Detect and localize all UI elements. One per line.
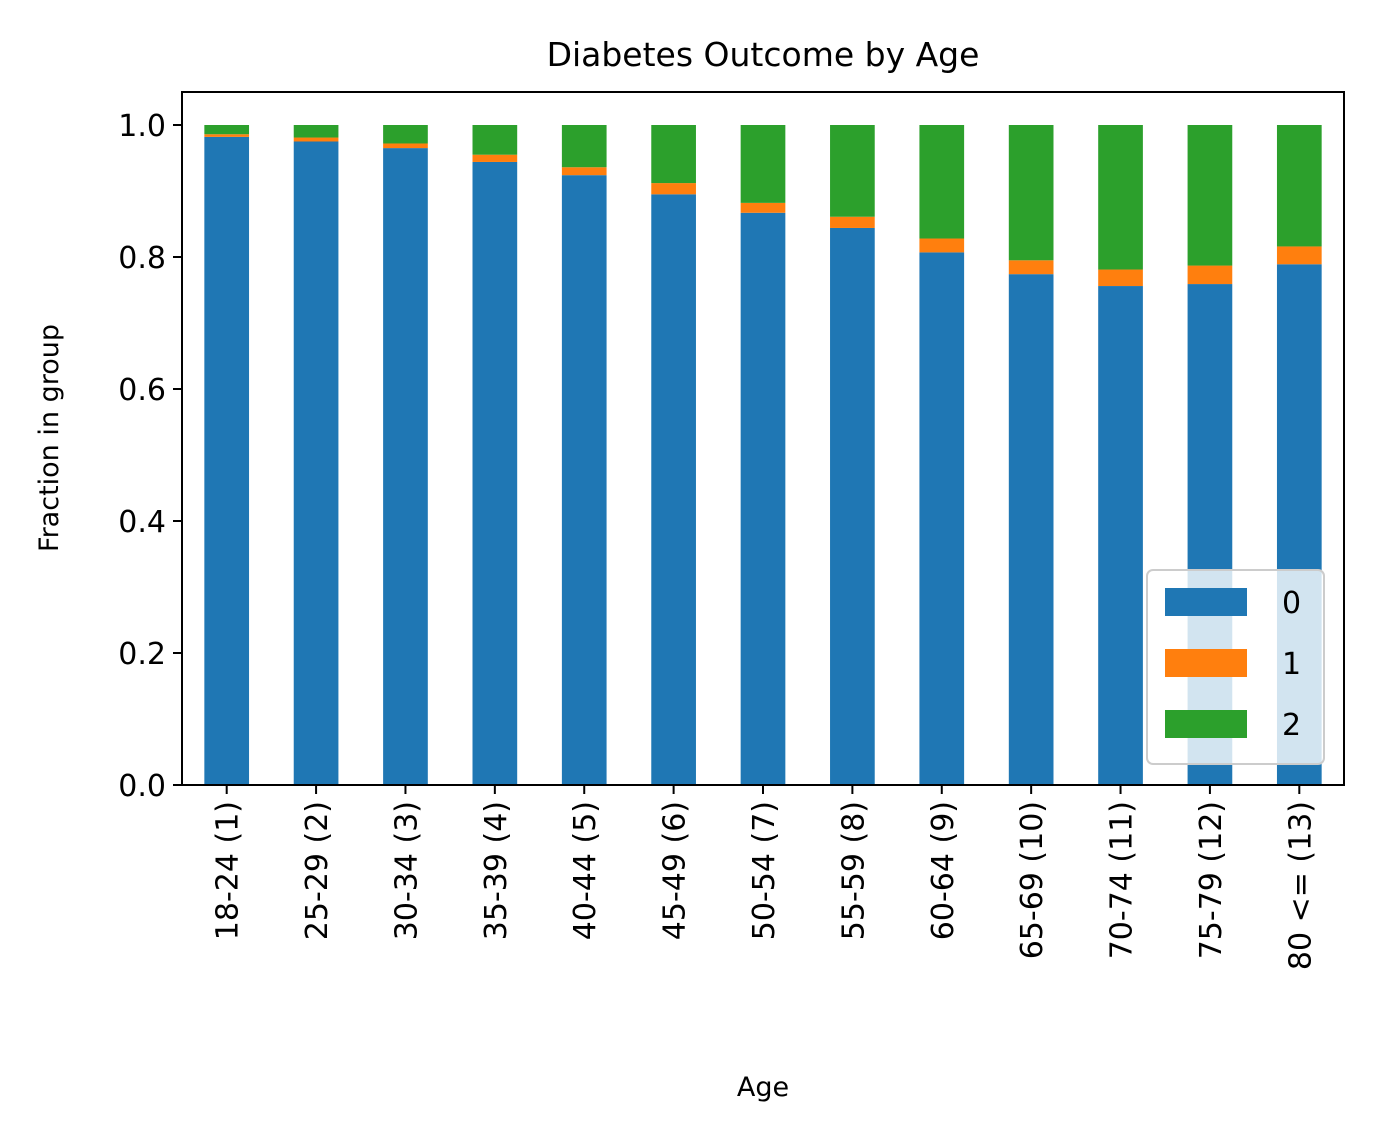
bar-group <box>204 125 1322 786</box>
bar-series-2-2 <box>293 125 339 138</box>
legend-label-2: 2 <box>1282 708 1301 743</box>
legend: 0 1 2 <box>1146 569 1325 765</box>
bar-series-0-5 <box>561 175 607 785</box>
bar-series-0-4 <box>472 161 518 785</box>
bar-series-2-4 <box>472 125 518 155</box>
x-tick-label: 80 <= (13) <box>1283 801 1318 970</box>
y-tick-label: 0.0 <box>118 769 166 804</box>
bar-series-0-10 <box>1008 274 1054 785</box>
bar-series-2-3 <box>383 125 428 144</box>
bar-series-1-3 <box>383 143 428 149</box>
bar-series-0-7 <box>740 212 786 785</box>
bar-series-1-5 <box>561 167 607 176</box>
x-tick-label: 40-44 (5) <box>568 801 603 940</box>
bar-series-2-12 <box>1187 125 1233 266</box>
x-tick-label: 25-29 (2) <box>300 801 335 940</box>
legend-swatch-1 <box>1165 649 1247 677</box>
bar-series-0-11 <box>1098 286 1143 785</box>
y-axis-label: Fraction in group <box>34 324 65 552</box>
bar-series-0-1 <box>204 136 250 785</box>
bar-series-0-8 <box>830 227 875 785</box>
x-axis-label: Age <box>737 1072 789 1103</box>
bar-series-1-8 <box>830 216 875 228</box>
x-tick-label: 50-54 (7) <box>747 801 782 940</box>
bar-series-2-5 <box>561 125 607 168</box>
x-tick-label: 18-24 (1) <box>211 801 246 940</box>
bar-series-0-2 <box>293 141 339 785</box>
bar-series-0-9 <box>919 252 965 785</box>
x-axis: 18-24 (1) 25-29 (2) 30-34 (3) 35-39 (4) 40-4… <box>211 785 1318 970</box>
chart-title: Diabetes Outcome by Age <box>547 35 980 74</box>
x-tick-label: 60-64 (9) <box>926 801 961 940</box>
bar-series-1-11 <box>1098 269 1143 287</box>
bar-series-0-3 <box>383 148 428 786</box>
y-tick-label: 0.2 <box>118 637 166 672</box>
x-tick-label: 65-69 (10) <box>1015 801 1050 959</box>
bar-series-2-6 <box>651 125 696 184</box>
bar-series-1-12 <box>1187 265 1233 285</box>
bar-series-1-10 <box>1008 260 1054 275</box>
bar-series-2-9 <box>919 125 965 239</box>
bar-series-2-11 <box>1098 125 1143 270</box>
bar-series-2-7 <box>740 125 786 203</box>
bar-series-1-6 <box>651 183 696 195</box>
x-tick-label: 55-59 (8) <box>836 801 871 940</box>
bar-series-1-1 <box>204 134 250 137</box>
x-tick-label: 75-79 (12) <box>1194 801 1229 959</box>
legend-label-0: 0 <box>1282 586 1301 621</box>
y-tick-label: 0.8 <box>118 241 166 276</box>
bar-series-2-1 <box>204 125 250 135</box>
bar-series-2-10 <box>1008 125 1054 261</box>
y-tick-label: 0.6 <box>118 373 166 408</box>
bar-series-2-13 <box>1276 125 1322 247</box>
x-tick-label: 70-74 (11) <box>1105 801 1140 959</box>
legend-swatch-0 <box>1165 588 1247 616</box>
x-tick-label: 35-39 (4) <box>479 801 514 940</box>
bar-series-1-9 <box>919 238 965 253</box>
bar-series-0-6 <box>651 194 696 786</box>
x-tick-label: 30-34 (3) <box>389 801 424 940</box>
y-tick-label: 1.0 <box>118 109 166 144</box>
legend-swatch-2 <box>1165 710 1247 738</box>
legend-label-1: 1 <box>1282 647 1301 682</box>
y-tick-label: 0.4 <box>118 505 166 540</box>
y-axis: 0.0 0.2 0.4 0.6 0.8 1.0 <box>118 109 182 804</box>
x-tick-label: 45-49 (6) <box>658 801 693 940</box>
bar-series-1-7 <box>740 202 786 213</box>
bar-series-1-13 <box>1276 246 1322 265</box>
bar-series-2-8 <box>830 125 875 217</box>
bar-series-1-4 <box>472 154 518 162</box>
bar-series-1-2 <box>293 137 339 142</box>
